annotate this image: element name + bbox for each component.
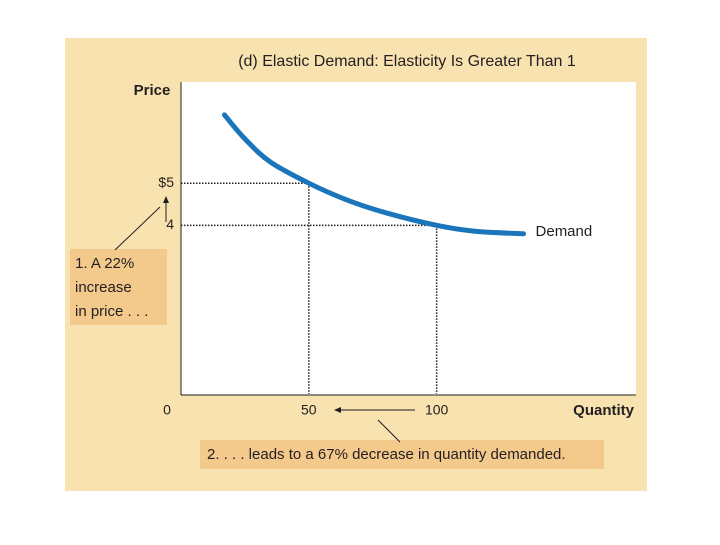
- y-tick-label: 4: [166, 216, 174, 232]
- annotation-box: [70, 249, 167, 325]
- callout-line: [114, 206, 161, 251]
- y-tick-label: $5: [158, 174, 174, 190]
- annotation-text: 2. . . . leads to a 67% decrease in quan…: [207, 446, 566, 463]
- plot-area: [181, 82, 636, 395]
- y-axis-label: Price: [134, 82, 171, 99]
- demand-curve: [221, 112, 527, 237]
- series-label: Demand: [536, 223, 593, 240]
- x-tick-label: 100: [425, 402, 449, 418]
- x-axis-label: Quantity: [573, 402, 634, 419]
- annotation-box: [200, 440, 604, 469]
- chart-title: (d) Elastic Demand: Elasticity Is Greate…: [238, 53, 576, 70]
- x-tick-label: 50: [301, 402, 317, 418]
- annotation-text: 1. A 22%: [75, 255, 134, 272]
- x-tick-label: 0: [163, 402, 171, 418]
- callout-line: [377, 419, 401, 443]
- annotation-text: increase: [75, 279, 132, 296]
- annotation-text: in price . . .: [75, 303, 148, 320]
